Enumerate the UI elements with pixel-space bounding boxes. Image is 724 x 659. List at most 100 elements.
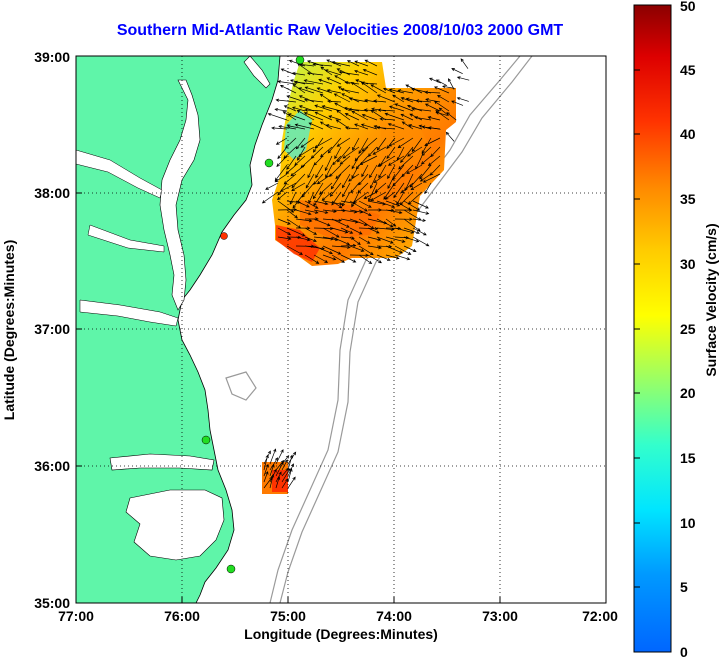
velocity-arrow: [289, 191, 297, 205]
velocity-arrow: [318, 78, 333, 85]
velocity-arrow: [275, 449, 284, 465]
velocity-arrow: [445, 131, 455, 142]
velocity-arrow: [338, 70, 360, 76]
velocity-arrow: [306, 71, 324, 76]
y-tick-label: 35:00: [34, 595, 70, 611]
velocity-arrow: [300, 137, 315, 148]
velocity-arrow: [285, 137, 297, 149]
velocity-arrow: [322, 254, 337, 261]
velocity-arrow: [341, 93, 360, 103]
velocity-arrow: [293, 80, 315, 85]
velocity-arrow: [340, 227, 354, 234]
velocity-arrow: [335, 164, 351, 180]
velocity-arrow: [442, 85, 455, 89]
y-tick-label: 38:00: [34, 185, 70, 201]
chesapeake-bay: [159, 79, 201, 311]
velocity-arrow: [269, 473, 275, 489]
velocity-arrow: [448, 78, 455, 90]
velocity-arrow: [295, 218, 313, 223]
velocity-arrow: [348, 97, 369, 103]
colorbar-tick-label: 15: [680, 450, 696, 466]
velocity-arrow: [351, 164, 360, 179]
velocity-arrow: [286, 209, 298, 219]
velocity-arrow: [274, 107, 288, 112]
velocity-arrow: [354, 123, 369, 130]
velocity-arrow: [399, 191, 414, 206]
velocity-arrow: [370, 191, 387, 201]
velocity-arrow: [351, 155, 360, 170]
velocity-arrow: [331, 254, 345, 263]
velocity-arrow: [385, 254, 400, 260]
velocity-arrow: [414, 116, 432, 121]
velocity-arrow: [349, 245, 365, 252]
velocity-arrow: [287, 454, 294, 471]
colorbar-tick-label: 45: [680, 62, 696, 78]
velocity-arrow: [363, 108, 378, 112]
x-tick-label: 77:00: [58, 608, 94, 624]
velocity-arrow: [433, 100, 450, 112]
velocity-arrow: [367, 245, 382, 250]
velocity-arrow: [263, 471, 269, 483]
velocity-arrow: [331, 218, 350, 228]
velocity-arrow: [324, 155, 333, 172]
velocity-arrow: [400, 97, 414, 103]
y-axis-label: Latitude (Degrees:Minutes): [1, 240, 17, 420]
velocity-arrow: [386, 137, 396, 150]
velocity-arrow: [367, 236, 382, 242]
velocity-arrow: [377, 108, 396, 112]
velocity-arrow: [342, 173, 351, 189]
velocity-arrow: [295, 200, 310, 208]
velocity-arrow: [276, 155, 288, 167]
velocity-arrow: [308, 122, 324, 130]
gridlines: [76, 56, 606, 603]
velocity-arrow: [378, 164, 387, 179]
velocity-arrow: [360, 81, 378, 94]
velocity-arrow: [331, 245, 351, 249]
velocity-arrow: [427, 155, 441, 167]
velocity-arrow: [403, 200, 421, 211]
velocity-arrow: [305, 173, 315, 189]
colorbar-tick-label: 5: [680, 579, 688, 595]
velocity-arrow: [374, 182, 387, 193]
velocity-arrow: [291, 182, 306, 192]
velocity-arrow: [303, 112, 324, 121]
velocity-arrow: [400, 182, 414, 194]
x-tick-label: 75:00: [270, 608, 306, 624]
colorbar-tick-label: 0: [680, 644, 688, 659]
velocity-arrow: [336, 68, 351, 76]
velocity-arrow: [393, 182, 405, 199]
velocity-arrow: [263, 476, 273, 489]
velocity-arrow: [446, 112, 457, 121]
velocity-arrow: [354, 69, 369, 76]
velocity-arrow: [313, 245, 333, 255]
velocity-arrow: [263, 463, 269, 477]
velocity-arrow: [295, 226, 311, 230]
velocity-arrow: [411, 107, 432, 112]
velocity-arrow: [456, 96, 469, 102]
pamlico-sound: [125, 489, 225, 561]
velocity-arrow: [433, 86, 450, 94]
velocity-arrow: [435, 111, 448, 116]
velocity-arrow: [437, 95, 450, 103]
velocity-arrow: [385, 226, 402, 231]
velocity-arrow: [271, 126, 288, 130]
velocity-arrow: [340, 254, 357, 263]
velocity-arrow: [428, 77, 441, 84]
velocity-arrow: [376, 125, 396, 130]
velocity-arrow: [313, 173, 324, 185]
velocity-arrow: [398, 155, 414, 170]
velocity-arrow: [331, 60, 351, 67]
y-tick-label: 39:00: [34, 49, 70, 65]
velocity-arrow: [388, 105, 405, 112]
radar-station-marker: [201, 435, 211, 445]
y-tick-label: 36:00: [34, 458, 70, 474]
velocity-arrow: [385, 245, 404, 254]
velocity-arrow: [388, 137, 405, 147]
velocity-arrow: [315, 164, 324, 179]
velocity-arrow: [287, 451, 297, 465]
velocity-arrow: [336, 109, 351, 121]
velocity-arrow: [339, 155, 351, 165]
velocity-arrow: [429, 164, 441, 176]
velocity-arrow: [325, 164, 333, 179]
chart-title: Southern Mid-Atlantic Raw Velocities 200…: [116, 22, 564, 39]
